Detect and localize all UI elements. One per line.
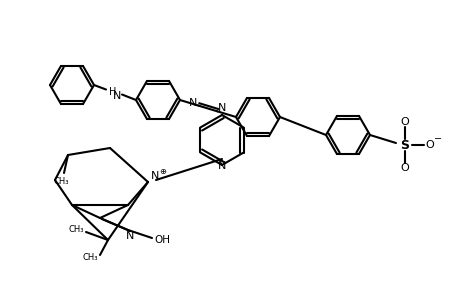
Text: H: H xyxy=(109,86,117,97)
Text: CH₃: CH₃ xyxy=(82,253,98,262)
Text: ⊕: ⊕ xyxy=(159,167,166,176)
Text: N: N xyxy=(189,98,197,108)
Text: N: N xyxy=(218,103,226,113)
Text: S: S xyxy=(400,139,409,152)
Text: N: N xyxy=(151,171,159,181)
Text: −: − xyxy=(433,134,441,144)
Text: O: O xyxy=(400,117,409,127)
Text: N: N xyxy=(126,231,134,241)
Text: OH: OH xyxy=(154,235,170,245)
Text: O: O xyxy=(400,163,409,173)
Text: CH₃: CH₃ xyxy=(53,176,68,185)
Text: N: N xyxy=(112,91,121,100)
Text: O: O xyxy=(425,140,433,150)
Text: CH₃: CH₃ xyxy=(68,226,84,235)
Text: N: N xyxy=(218,161,226,171)
